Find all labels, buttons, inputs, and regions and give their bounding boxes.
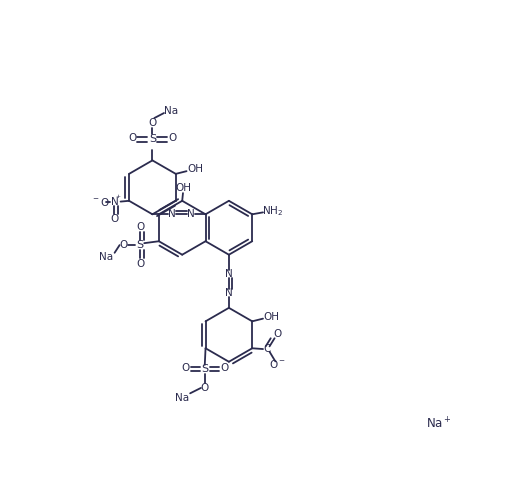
Text: Na$^+$: Na$^+$ — [426, 417, 452, 432]
Text: Na: Na — [164, 107, 178, 117]
Text: $^+$: $^+$ — [115, 193, 122, 202]
Text: O: O — [273, 329, 282, 339]
Text: O: O — [128, 132, 137, 143]
Text: O: O — [110, 214, 119, 224]
Text: O: O — [136, 222, 144, 232]
Text: O$^-$: O$^-$ — [269, 359, 286, 371]
Text: C: C — [263, 344, 270, 354]
Text: O: O — [119, 240, 127, 250]
Text: O: O — [182, 363, 190, 373]
Text: $^-$O: $^-$O — [91, 195, 110, 208]
Text: S: S — [149, 134, 156, 144]
Text: N: N — [168, 209, 175, 219]
Text: N: N — [225, 269, 233, 279]
Text: O: O — [168, 132, 176, 143]
Text: O: O — [148, 118, 156, 128]
Text: N: N — [225, 288, 233, 298]
Text: S: S — [201, 365, 208, 374]
Text: O: O — [220, 363, 228, 373]
Text: OH: OH — [187, 164, 203, 174]
Text: N: N — [110, 196, 118, 207]
Text: OH: OH — [264, 311, 280, 322]
Text: N: N — [187, 209, 195, 219]
Text: NH$_2$: NH$_2$ — [262, 204, 283, 218]
Text: OH: OH — [176, 184, 192, 193]
Text: Na: Na — [175, 393, 189, 403]
Text: Na: Na — [99, 251, 113, 261]
Text: O: O — [201, 383, 209, 393]
Text: S: S — [136, 240, 143, 250]
Text: O: O — [136, 258, 144, 268]
